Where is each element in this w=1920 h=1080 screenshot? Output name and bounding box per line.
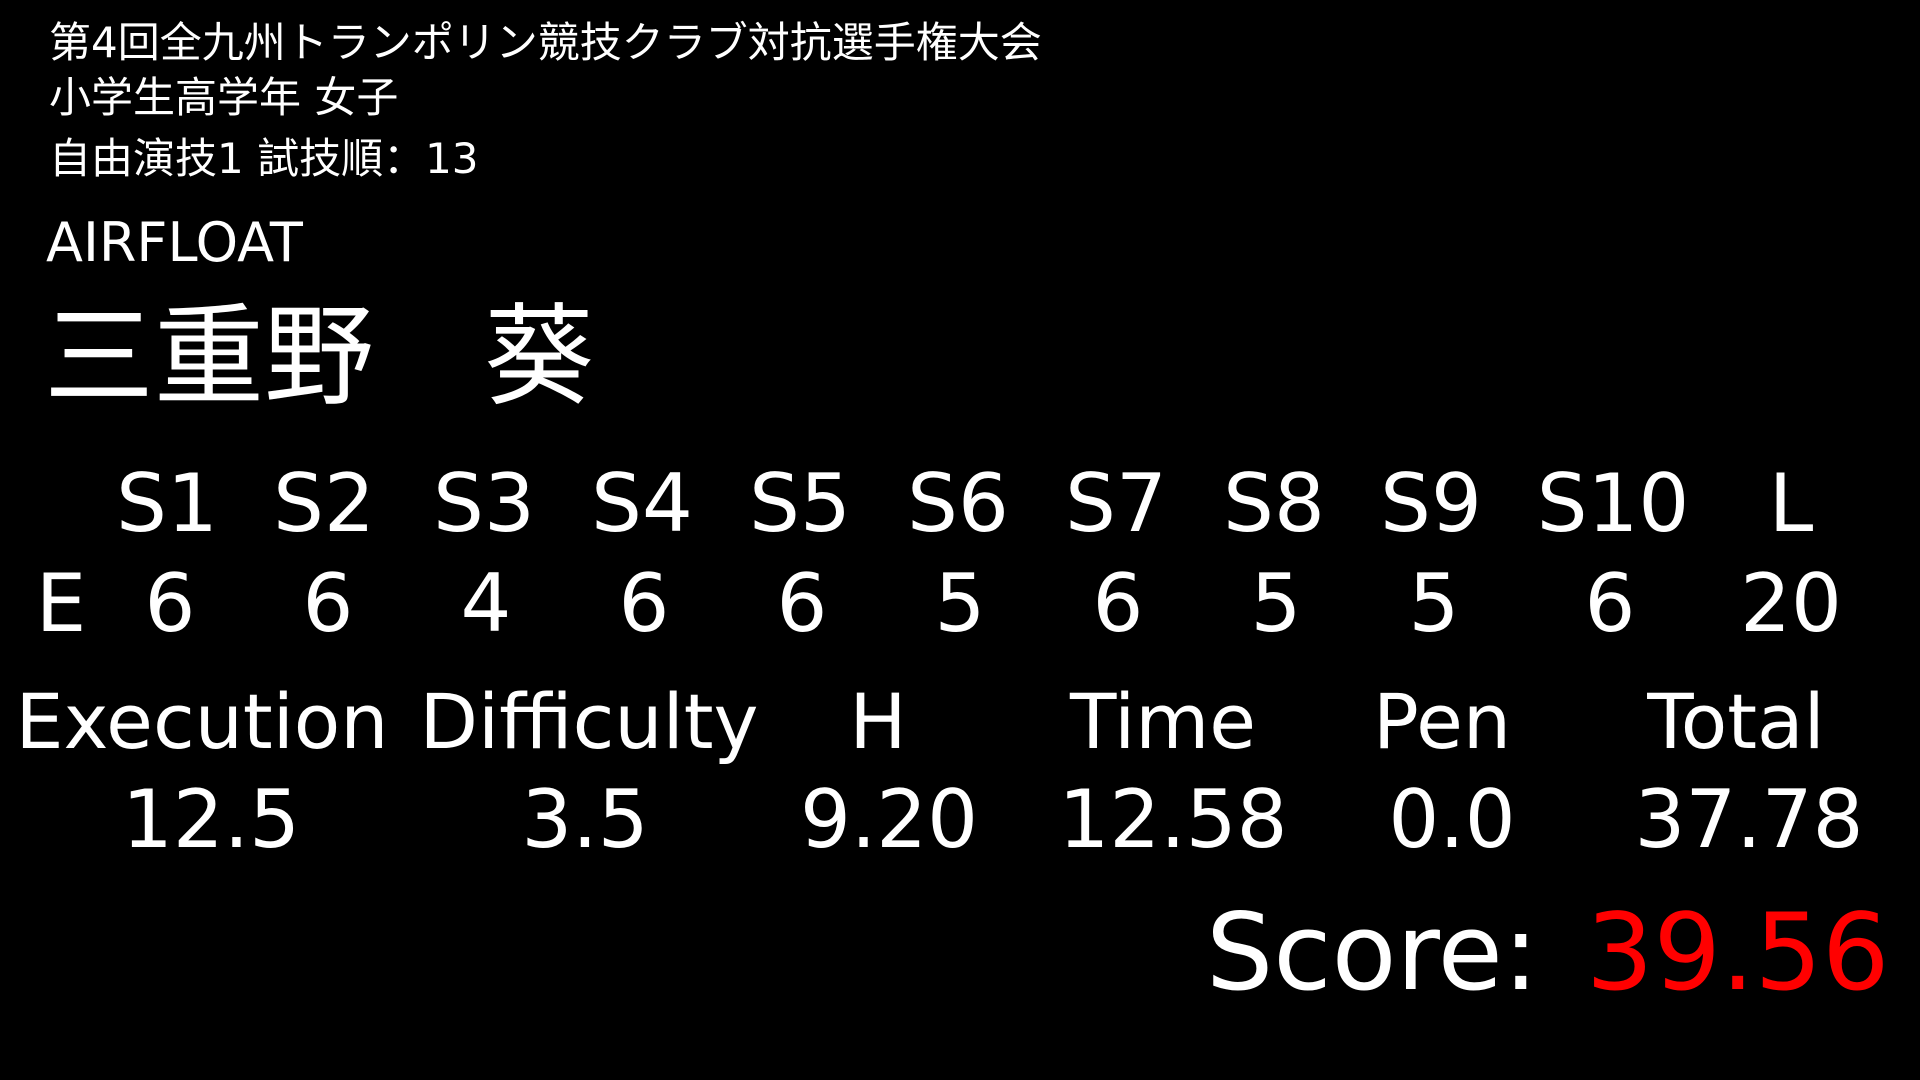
- summary-header: Pen: [1372, 677, 1512, 766]
- category-label: 小学生高学年 女子: [49, 73, 399, 122]
- skill-header: S5: [749, 457, 851, 550]
- skill-header: S4: [591, 457, 693, 550]
- skill-header: S1: [116, 457, 218, 550]
- summary-header: Execution: [15, 677, 389, 766]
- skill-score: 6: [144, 557, 196, 650]
- summary-value: 12.5: [121, 773, 301, 866]
- club-name: AIRFLOAT: [46, 211, 303, 274]
- routine-label: 自由演技1 試技順：13: [49, 134, 479, 183]
- score-value: 39.56: [1586, 891, 1890, 1014]
- skill-header: S8: [1223, 457, 1325, 550]
- skill-header: S7: [1065, 457, 1167, 550]
- summary-value: 37.78: [1634, 773, 1864, 866]
- skill-score: 6: [776, 557, 828, 650]
- summary-value: 0.0: [1388, 773, 1516, 866]
- summary-header: Time: [1070, 677, 1256, 766]
- skill-header: S3: [433, 457, 535, 550]
- skill-score: 6: [302, 557, 354, 650]
- skill-score: 5: [1250, 557, 1302, 650]
- skill-score: 4: [460, 557, 512, 650]
- execution-row-label: E: [35, 557, 87, 650]
- summary-value: 3.5: [521, 773, 649, 866]
- skill-score: 5: [934, 557, 986, 650]
- skill-header: S6: [907, 457, 1009, 550]
- skill-score: 6: [618, 557, 670, 650]
- summary-value: 12.58: [1058, 773, 1288, 866]
- skill-score: 20: [1740, 557, 1842, 650]
- summary-value: 9.20: [799, 773, 979, 866]
- skill-header: S9: [1380, 457, 1482, 550]
- event-title: 第4回全九州トランポリン競技クラブ対抗選手権大会: [49, 18, 1042, 67]
- summary-header: Difficulty: [419, 677, 759, 766]
- summary-header: H: [849, 677, 907, 766]
- skill-header: S2: [273, 457, 375, 550]
- athlete-name: 三重野 葵: [44, 293, 594, 421]
- score-label: Score:: [1206, 891, 1539, 1014]
- skill-score: 5: [1408, 557, 1460, 650]
- summary-header: Total: [1647, 677, 1825, 766]
- skill-score: 6: [1584, 557, 1636, 650]
- skill-header: S10: [1536, 457, 1690, 550]
- skill-header: L: [1768, 457, 1814, 550]
- skill-score: 6: [1092, 557, 1144, 650]
